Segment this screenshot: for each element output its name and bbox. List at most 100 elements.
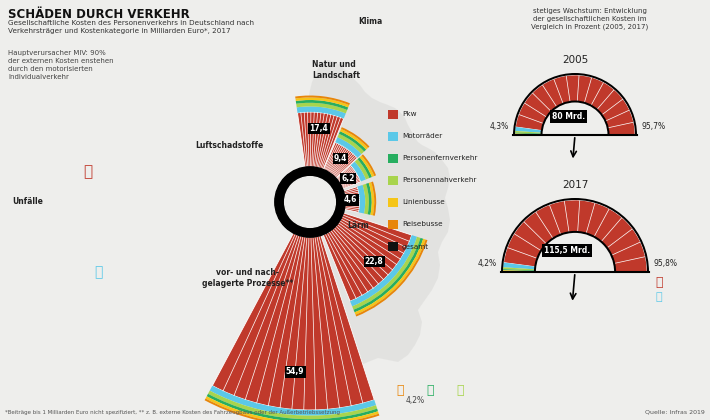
Wedge shape xyxy=(324,142,357,178)
Wedge shape xyxy=(503,269,535,271)
Text: 2017: 2017 xyxy=(562,180,588,190)
Text: 17,4: 17,4 xyxy=(310,124,328,133)
Wedge shape xyxy=(207,394,378,420)
Wedge shape xyxy=(323,213,412,301)
Wedge shape xyxy=(295,97,349,108)
Text: 80 Mrd.: 80 Mrd. xyxy=(552,112,585,121)
Wedge shape xyxy=(361,154,376,176)
Text: Personenfernverkehr: Personenfernverkehr xyxy=(402,155,477,162)
Wedge shape xyxy=(296,103,347,113)
Wedge shape xyxy=(501,198,649,272)
Text: Lärm: Lärm xyxy=(347,220,368,229)
Text: Linienbusse: Linienbusse xyxy=(402,200,444,205)
Text: gesamt: gesamt xyxy=(402,244,429,249)
Text: 🚄: 🚄 xyxy=(426,383,434,396)
Text: Hauptverursacher MIV: 90%
der externen Kosten enstehen
durch den motorisierten
I: Hauptverursacher MIV: 90% der externen K… xyxy=(8,50,114,80)
Wedge shape xyxy=(340,129,368,150)
Text: 🚃: 🚃 xyxy=(457,383,464,396)
Wedge shape xyxy=(351,162,366,181)
FancyBboxPatch shape xyxy=(388,154,398,163)
Wedge shape xyxy=(359,156,374,177)
Text: Reisebusse: Reisebusse xyxy=(402,221,442,228)
Wedge shape xyxy=(350,235,417,306)
Wedge shape xyxy=(205,396,378,420)
Wedge shape xyxy=(355,159,369,179)
Text: 🏍: 🏍 xyxy=(655,292,662,302)
Wedge shape xyxy=(513,73,637,135)
Wedge shape xyxy=(354,238,423,312)
Text: 95,8%: 95,8% xyxy=(653,259,677,268)
Text: 🚗: 🚗 xyxy=(84,165,92,179)
FancyBboxPatch shape xyxy=(388,110,398,119)
Text: Unfälle: Unfälle xyxy=(12,197,43,207)
Wedge shape xyxy=(339,131,366,152)
Wedge shape xyxy=(352,237,420,310)
Wedge shape xyxy=(356,239,427,317)
Wedge shape xyxy=(503,200,647,272)
Text: 🏍: 🏍 xyxy=(94,265,102,279)
Wedge shape xyxy=(366,183,372,215)
Wedge shape xyxy=(344,186,360,213)
Text: 54,9: 54,9 xyxy=(286,368,305,376)
Wedge shape xyxy=(354,239,425,315)
Text: 9,4: 9,4 xyxy=(334,154,347,163)
Text: Gesellschaftliche Kosten des Personenverkehrs in Deutschland nach
Verkehrsträger: Gesellschaftliche Kosten des Personenver… xyxy=(8,20,254,34)
Text: Quelle: Infras 2019: Quelle: Infras 2019 xyxy=(645,410,705,415)
Wedge shape xyxy=(371,181,376,216)
Wedge shape xyxy=(503,262,536,269)
Circle shape xyxy=(275,167,345,237)
Wedge shape xyxy=(540,100,609,135)
Wedge shape xyxy=(515,133,542,134)
Text: 6,2: 6,2 xyxy=(342,174,355,183)
Text: *Beiträge bis 1 Milliarden Euro nicht spezifiziert, ** z. B. externe Kosten des : *Beiträge bis 1 Milliarden Euro nicht sp… xyxy=(5,410,340,415)
Text: Natur und
Landschaft: Natur und Landschaft xyxy=(312,60,360,80)
Wedge shape xyxy=(337,134,364,154)
Text: 🚌: 🚌 xyxy=(396,383,404,396)
FancyBboxPatch shape xyxy=(388,198,398,207)
Wedge shape xyxy=(363,184,369,214)
Text: 4,3%: 4,3% xyxy=(490,122,509,131)
Wedge shape xyxy=(297,112,344,169)
Wedge shape xyxy=(335,137,361,158)
FancyBboxPatch shape xyxy=(388,176,398,185)
Wedge shape xyxy=(503,270,535,272)
Wedge shape xyxy=(357,185,365,213)
Text: vor- und nach-
gelagerte Prozesse**: vor- und nach- gelagerte Prozesse** xyxy=(202,268,294,288)
Wedge shape xyxy=(209,386,376,416)
Polygon shape xyxy=(308,60,450,368)
Circle shape xyxy=(285,177,335,227)
Text: 4,2%: 4,2% xyxy=(405,396,425,405)
Wedge shape xyxy=(515,127,542,133)
FancyBboxPatch shape xyxy=(388,132,398,141)
FancyBboxPatch shape xyxy=(388,242,398,251)
FancyBboxPatch shape xyxy=(388,220,398,229)
Text: Luftschadstoffe: Luftschadstoffe xyxy=(195,141,263,150)
Wedge shape xyxy=(204,399,379,420)
Text: SCHÄDEN DURCH VERKEHR: SCHÄDEN DURCH VERKEHR xyxy=(8,8,190,21)
Text: Klima: Klima xyxy=(358,18,382,26)
Wedge shape xyxy=(295,95,350,105)
Wedge shape xyxy=(515,131,542,134)
Text: stetiges Wachstum: Entwicklung
der gesellschaftlichen Kosten im
Vergleich in Pro: stetiges Wachstum: Entwicklung der gesel… xyxy=(531,8,649,31)
Wedge shape xyxy=(212,233,374,410)
Text: 22,8: 22,8 xyxy=(365,257,383,266)
Text: 95,7%: 95,7% xyxy=(641,122,665,131)
Text: Pkw: Pkw xyxy=(402,111,417,118)
Text: Motorräder: Motorräder xyxy=(402,134,442,139)
Wedge shape xyxy=(336,165,361,189)
Wedge shape xyxy=(368,182,374,215)
Wedge shape xyxy=(208,391,377,419)
Wedge shape xyxy=(515,75,635,135)
Wedge shape xyxy=(297,106,346,118)
Wedge shape xyxy=(296,100,348,110)
Text: 4,2%: 4,2% xyxy=(478,259,497,268)
Wedge shape xyxy=(503,267,535,270)
Wedge shape xyxy=(358,158,372,178)
Text: 115,5 Mrd.: 115,5 Mrd. xyxy=(544,246,590,255)
Wedge shape xyxy=(515,134,542,135)
Wedge shape xyxy=(341,127,369,148)
Text: 🚗: 🚗 xyxy=(655,276,662,289)
Text: 4,6: 4,6 xyxy=(344,195,357,205)
Wedge shape xyxy=(534,231,616,272)
Text: 2005: 2005 xyxy=(562,55,588,65)
